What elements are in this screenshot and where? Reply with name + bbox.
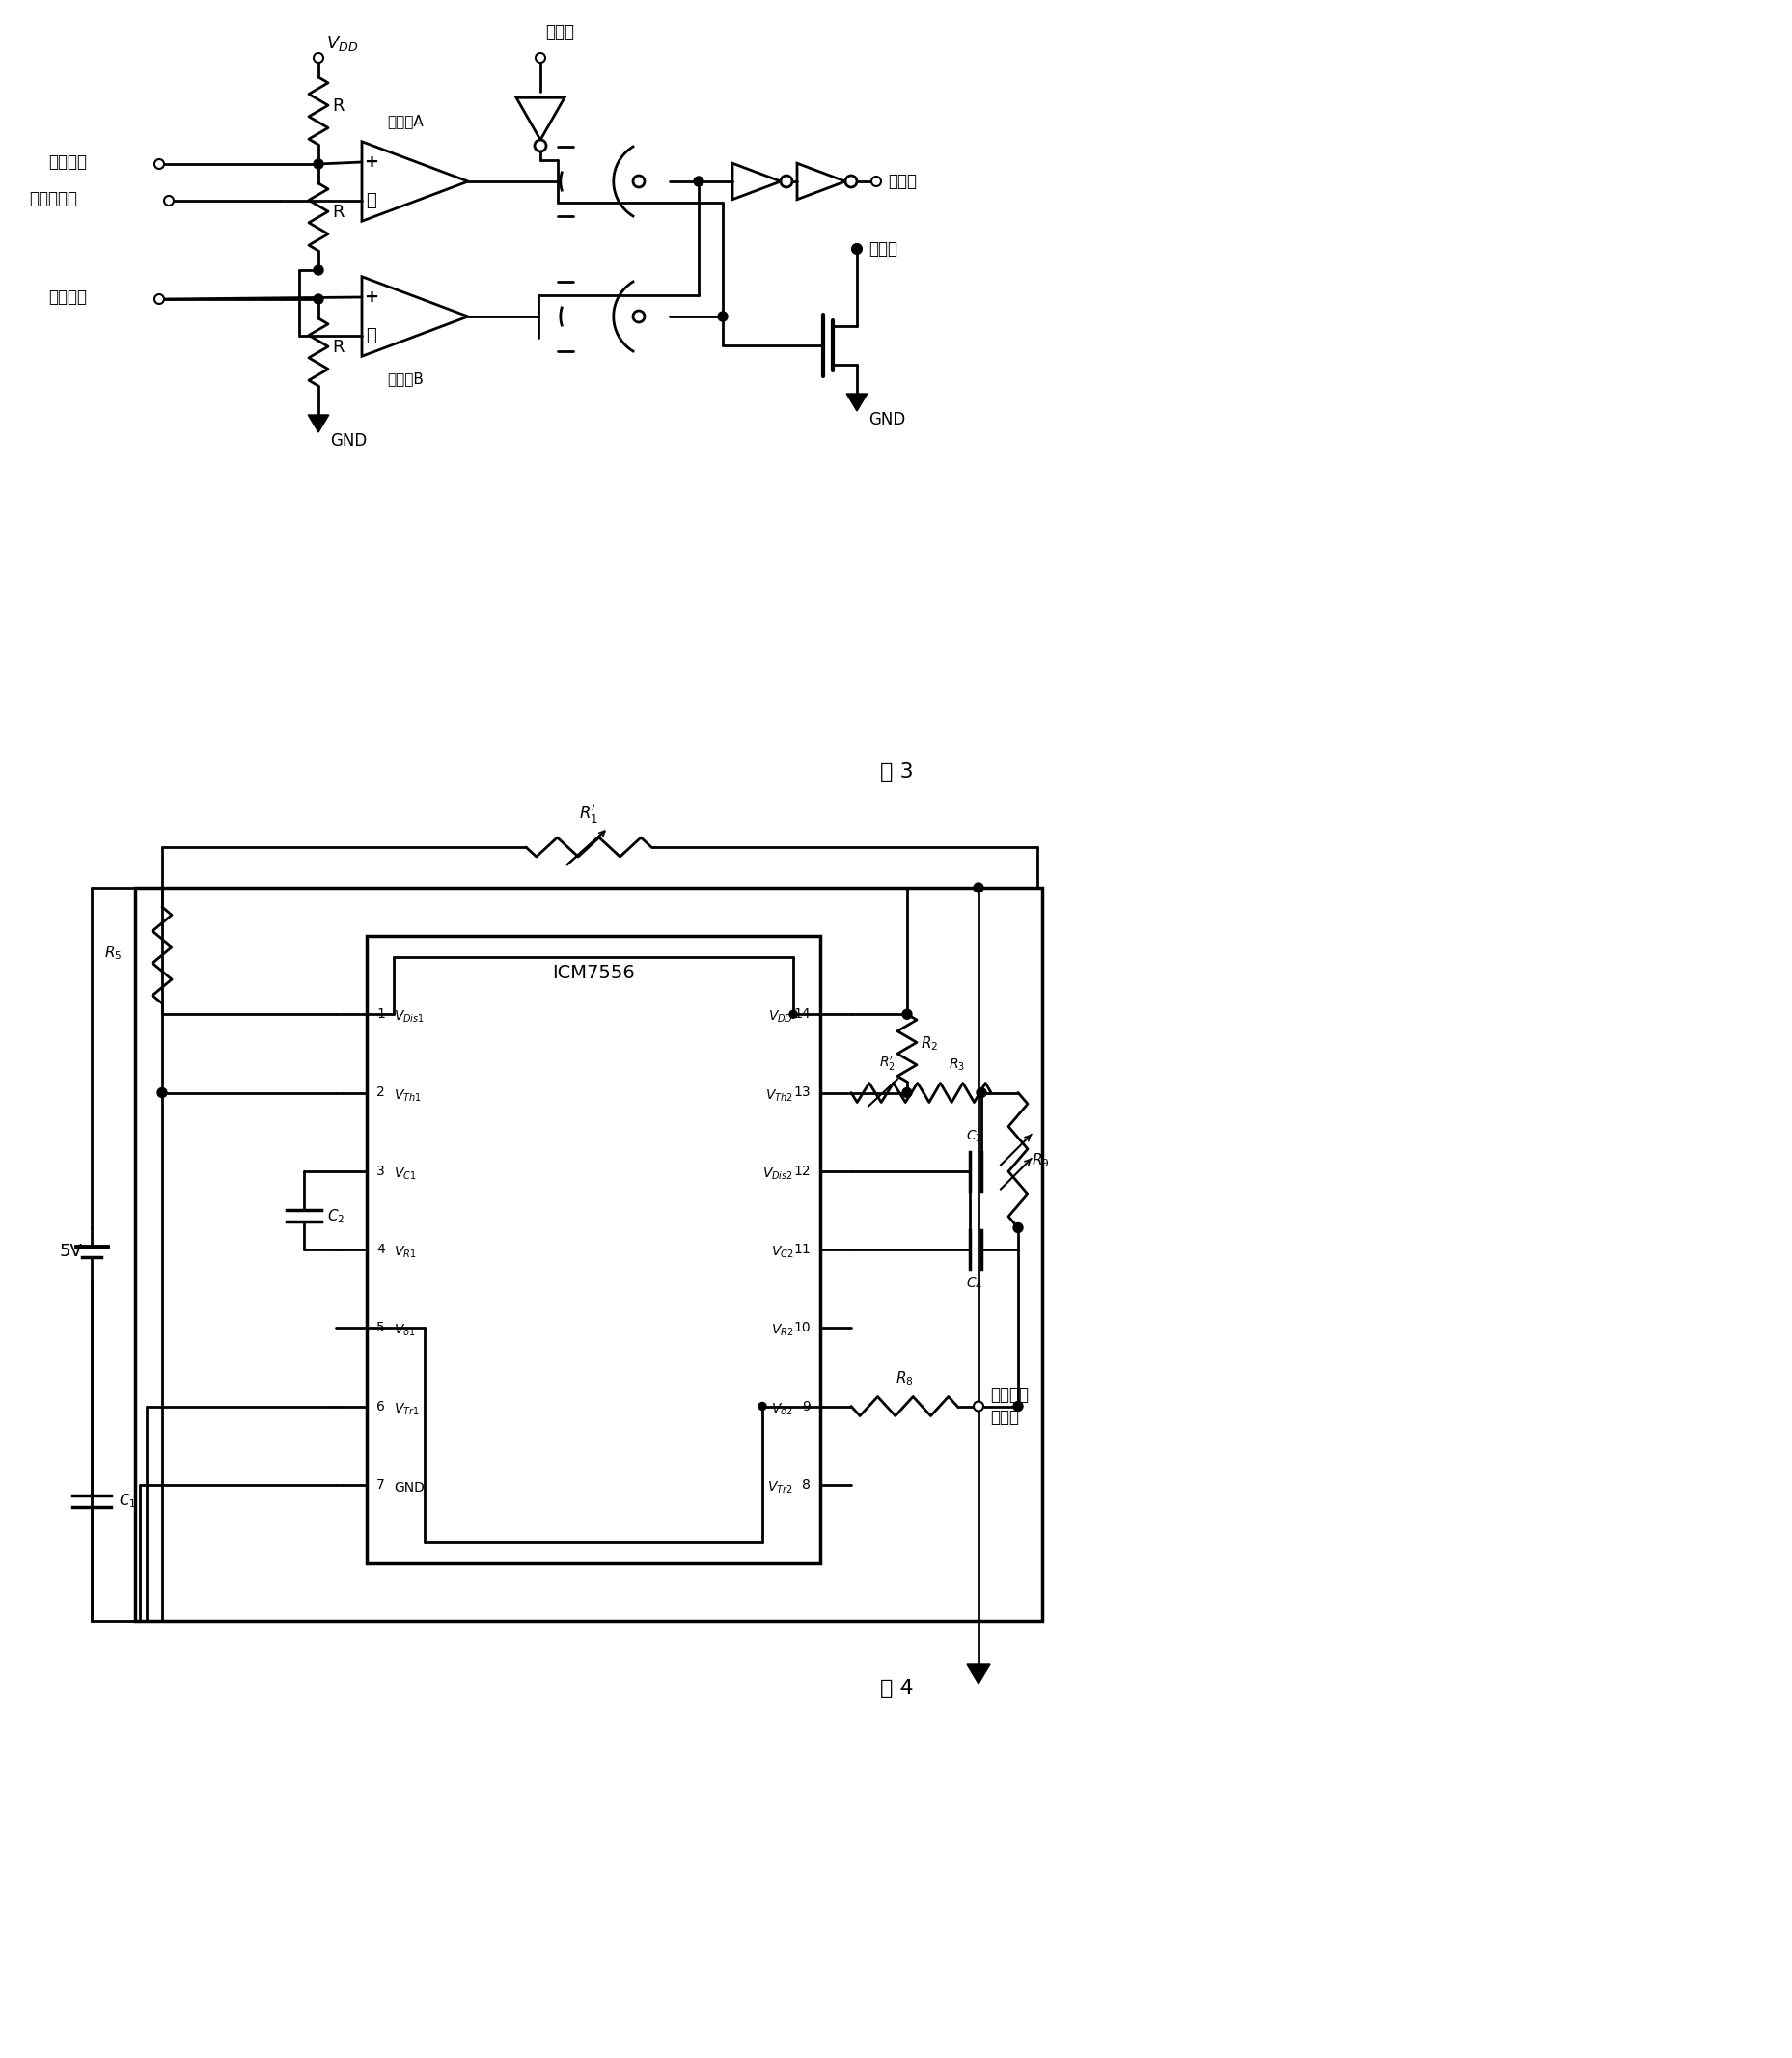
Circle shape [851,245,862,253]
Text: ICM7556: ICM7556 [552,963,634,982]
Circle shape [717,311,728,321]
Circle shape [780,175,792,187]
Text: R: R [332,340,344,356]
Text: $V_{Dis2}$: $V_{Dis2}$ [762,1167,792,1181]
Text: 方波信号
输出端: 方波信号 输出端 [989,1387,1029,1426]
Text: 低触发端: 低触发端 [48,288,86,307]
Text: 5: 5 [376,1321,385,1334]
Circle shape [788,1010,797,1019]
Text: $V_{o2}$: $V_{o2}$ [771,1401,792,1418]
Text: $V_{C2}$: $V_{C2}$ [771,1245,792,1259]
Circle shape [158,1089,167,1097]
Text: $V_{Tr1}$: $V_{Tr1}$ [394,1401,419,1418]
Circle shape [901,1010,912,1019]
Text: 4: 4 [376,1243,385,1255]
Text: $R_2'$: $R_2'$ [878,1056,894,1074]
Circle shape [844,175,857,187]
Text: 图 3: 图 3 [880,761,912,782]
Circle shape [1012,1222,1023,1233]
Text: $V_{DD}$: $V_{DD}$ [326,33,358,54]
Text: 输出端: 输出端 [887,173,916,189]
Text: －: － [366,327,376,344]
Text: $V_{R1}$: $V_{R1}$ [394,1245,416,1259]
Text: GND: GND [394,1482,425,1494]
Text: 放电端: 放电端 [867,241,898,257]
Circle shape [154,294,163,305]
Circle shape [973,1401,982,1412]
Circle shape [901,1089,912,1097]
Text: 2: 2 [376,1087,385,1099]
Bar [134,887,1041,1622]
Text: GND: GND [330,432,367,449]
Circle shape [758,1401,765,1410]
Text: $R_3$: $R_3$ [948,1058,964,1074]
Text: $R_9$: $R_9$ [1030,1150,1048,1169]
Text: 5V: 5V [59,1243,82,1259]
Text: 8: 8 [801,1478,810,1492]
Text: －: － [366,191,376,210]
Text: 6: 6 [376,1399,385,1414]
Circle shape [314,294,323,305]
Circle shape [851,245,862,253]
Circle shape [534,140,547,152]
Circle shape [633,311,645,323]
Text: 3: 3 [376,1165,385,1177]
Circle shape [633,175,645,187]
Text: 11: 11 [794,1243,810,1255]
Text: 复位端: 复位端 [545,23,573,41]
Text: 12: 12 [794,1165,810,1177]
Text: $V_{R2}$: $V_{R2}$ [771,1323,792,1338]
Text: $R_8$: $R_8$ [894,1369,912,1387]
Text: R: R [332,97,344,115]
Text: $V_{C1}$: $V_{C1}$ [394,1167,416,1181]
Circle shape [314,54,323,62]
Circle shape [977,1089,986,1097]
Text: $V_{Th1}$: $V_{Th1}$ [394,1089,421,1103]
Text: 比较器A: 比较器A [387,115,423,130]
Circle shape [973,883,982,893]
Text: $R_5$: $R_5$ [104,945,122,963]
Circle shape [1012,1401,1023,1412]
Text: $R_1'$: $R_1'$ [579,803,599,825]
Text: 比较器B: 比较器B [387,372,423,387]
Text: +: + [364,154,378,171]
Circle shape [163,196,174,206]
Text: 14: 14 [794,1008,810,1021]
Text: $V_{o1}$: $V_{o1}$ [394,1323,416,1338]
Circle shape [871,177,880,185]
Polygon shape [966,1665,989,1683]
Polygon shape [846,393,867,412]
Text: R: R [332,204,344,220]
Text: $V_{Dis1}$: $V_{Dis1}$ [394,1008,425,1025]
Circle shape [694,177,702,185]
Text: 10: 10 [794,1321,810,1334]
Text: GND: GND [867,412,905,428]
Text: $V_{DD}$: $V_{DD}$ [767,1008,792,1025]
Text: 9: 9 [801,1399,810,1414]
Text: 13: 13 [794,1087,810,1099]
Circle shape [536,54,545,62]
Text: $V_{Th2}$: $V_{Th2}$ [765,1089,792,1103]
Bar [367,936,819,1562]
Text: 1: 1 [376,1008,385,1021]
Polygon shape [308,416,328,432]
Circle shape [154,158,163,169]
Text: +: + [364,288,378,307]
Text: 7: 7 [376,1478,385,1492]
Text: $C_3$: $C_3$ [966,1128,982,1144]
Circle shape [314,158,323,169]
Text: $R_2$: $R_2$ [919,1035,937,1052]
Text: $V_{Tr2}$: $V_{Tr2}$ [767,1480,792,1496]
Text: 图 4: 图 4 [880,1679,912,1698]
Text: $C_1$: $C_1$ [118,1492,136,1511]
Circle shape [314,265,323,276]
Text: 控制电压端: 控制电压端 [29,189,77,208]
Text: $C_2$: $C_2$ [326,1208,344,1225]
Text: 高触发端: 高触发端 [48,154,86,171]
Text: $C_4$: $C_4$ [966,1276,982,1292]
